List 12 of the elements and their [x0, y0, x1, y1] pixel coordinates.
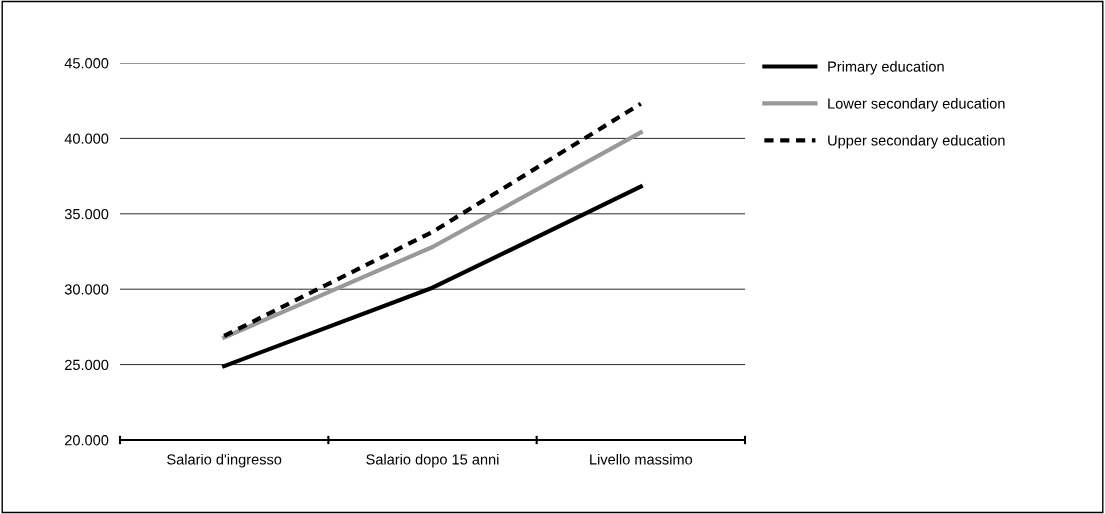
x-tick-label: Livello massimo — [590, 453, 693, 465]
y-tick-label: 25.000 — [65, 359, 109, 371]
legend-label: Primary education — [828, 61, 944, 75]
x-tick-label: Salario dopo 15 anni — [366, 453, 499, 468]
y-tick-label: 40.000 — [64, 133, 109, 144]
legend-label: Upper secondary education — [828, 134, 1005, 149]
y-tick-label: 30.000 — [64, 284, 109, 295]
y-tick-label: 45.000 — [64, 58, 109, 69]
y-tick-label: 20.000 — [65, 435, 109, 446]
x-tick-label: Salario d'ingresso — [167, 453, 282, 468]
legend-label: Lower secondary education — [828, 97, 1005, 112]
y-tick-label: 35.000 — [64, 208, 109, 220]
